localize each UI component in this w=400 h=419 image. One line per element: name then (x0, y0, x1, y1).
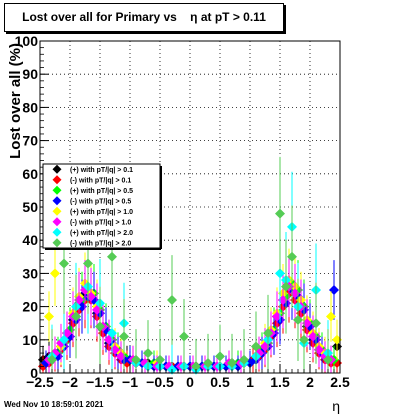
data-point (287, 251, 297, 262)
data-point (167, 294, 177, 305)
legend-marker (52, 217, 62, 227)
y-tick-label: 60 (22, 166, 38, 182)
data-point (323, 354, 333, 365)
y-tick-label: 40 (22, 232, 38, 248)
legend-label: (-) with pT/|q| > 0.5 (70, 198, 131, 205)
y-axis-title: Lost over all (%) (7, 43, 24, 159)
x-tick-label: −2 (62, 374, 78, 390)
data-point (293, 314, 303, 325)
legend-label: (-) with pT/|q| > 1.0 (70, 219, 131, 226)
y-tick-label: 80 (22, 99, 38, 115)
data-point (119, 331, 129, 342)
legend-label: (+) with pT/|q| > 0.1 (70, 167, 133, 174)
y-tick-label: 0 (30, 365, 38, 381)
x-axis-title: η (332, 398, 340, 414)
data-point (251, 341, 261, 352)
y-tick-label: 70 (22, 133, 38, 149)
data-point (311, 318, 321, 329)
data-point (83, 258, 93, 269)
legend-marker (52, 206, 62, 216)
x-tick-label: 2 (306, 374, 314, 390)
data-point (215, 351, 225, 362)
data-point (107, 328, 117, 339)
data-point (47, 354, 57, 365)
y-tick-label: 10 (22, 332, 38, 348)
y-tick-label: 50 (22, 199, 38, 215)
footer-timestamp: Wed Nov 10 18:59:01 2021 (4, 400, 104, 409)
legend-marker (52, 164, 62, 174)
legend-label: (+) with pT/|q| > 0.5 (70, 188, 133, 195)
y-tick-label: 30 (22, 265, 38, 281)
x-tick-label: −1 (122, 374, 138, 390)
data-point (227, 358, 237, 369)
data-point (275, 268, 285, 279)
legend-marker (52, 227, 62, 237)
data-point (299, 334, 309, 345)
legend-marker (52, 185, 62, 195)
x-tick-label: 1.5 (270, 374, 290, 390)
data-point (281, 281, 291, 292)
data-point (95, 321, 105, 332)
data-point (203, 358, 213, 369)
data-point (59, 334, 69, 345)
data-point (263, 328, 273, 339)
x-tick-label: 1 (246, 374, 254, 390)
legend-label: (+) with pT/|q| > 2.0 (70, 230, 133, 237)
legend-box (42, 163, 161, 249)
legend-label: (-) with pT/|q| > 0.1 (70, 177, 131, 184)
series-group (47, 156, 333, 373)
x-tick-label: 0.5 (210, 374, 230, 390)
data-point (179, 331, 189, 342)
legend: (+) with pT/|q| > 0.1 (-) with pT/|q| > 0… (42, 163, 162, 250)
data-point (155, 354, 165, 365)
data-point (50, 268, 60, 279)
x-tick-label: 2.5 (330, 374, 350, 390)
data-point (107, 251, 117, 262)
data-point (44, 311, 54, 322)
y-tick-label: 90 (22, 66, 38, 82)
y-tick-label: 20 (22, 299, 38, 315)
axes: −2.5 −2 −1.5 −1 −0.5 0 0.5 1 1.5 2 2.5 0 10 20 30 40 50 6… (15, 33, 350, 390)
data-point (239, 354, 249, 365)
data-point (71, 311, 81, 322)
chart-title-box: Lost over all for Primary vs η at pT > 0… (4, 3, 284, 32)
legend-label: (-) with pT/|q| > 2.0 (70, 240, 131, 247)
data-point (131, 354, 141, 365)
x-tick-label: 0 (186, 374, 194, 390)
x-tick-label: −1.5 (86, 374, 114, 390)
x-tick-label: −2.5 (26, 374, 54, 390)
legend-marker (52, 196, 62, 206)
data-point (275, 208, 285, 219)
data-point (191, 361, 201, 372)
y-tick-label: 100 (15, 33, 39, 49)
data-point (326, 311, 336, 322)
data-point (143, 348, 153, 359)
x-tick-label: −0.5 (146, 374, 174, 390)
data-series (38, 156, 342, 375)
legend-marker (52, 175, 62, 185)
legend-label: (+) with pT/|q| > 1.0 (70, 209, 133, 216)
data-point (59, 258, 69, 269)
chart-title: Lost over all for Primary vs η at pT > 0… (22, 10, 266, 24)
legend-marker (52, 238, 62, 248)
